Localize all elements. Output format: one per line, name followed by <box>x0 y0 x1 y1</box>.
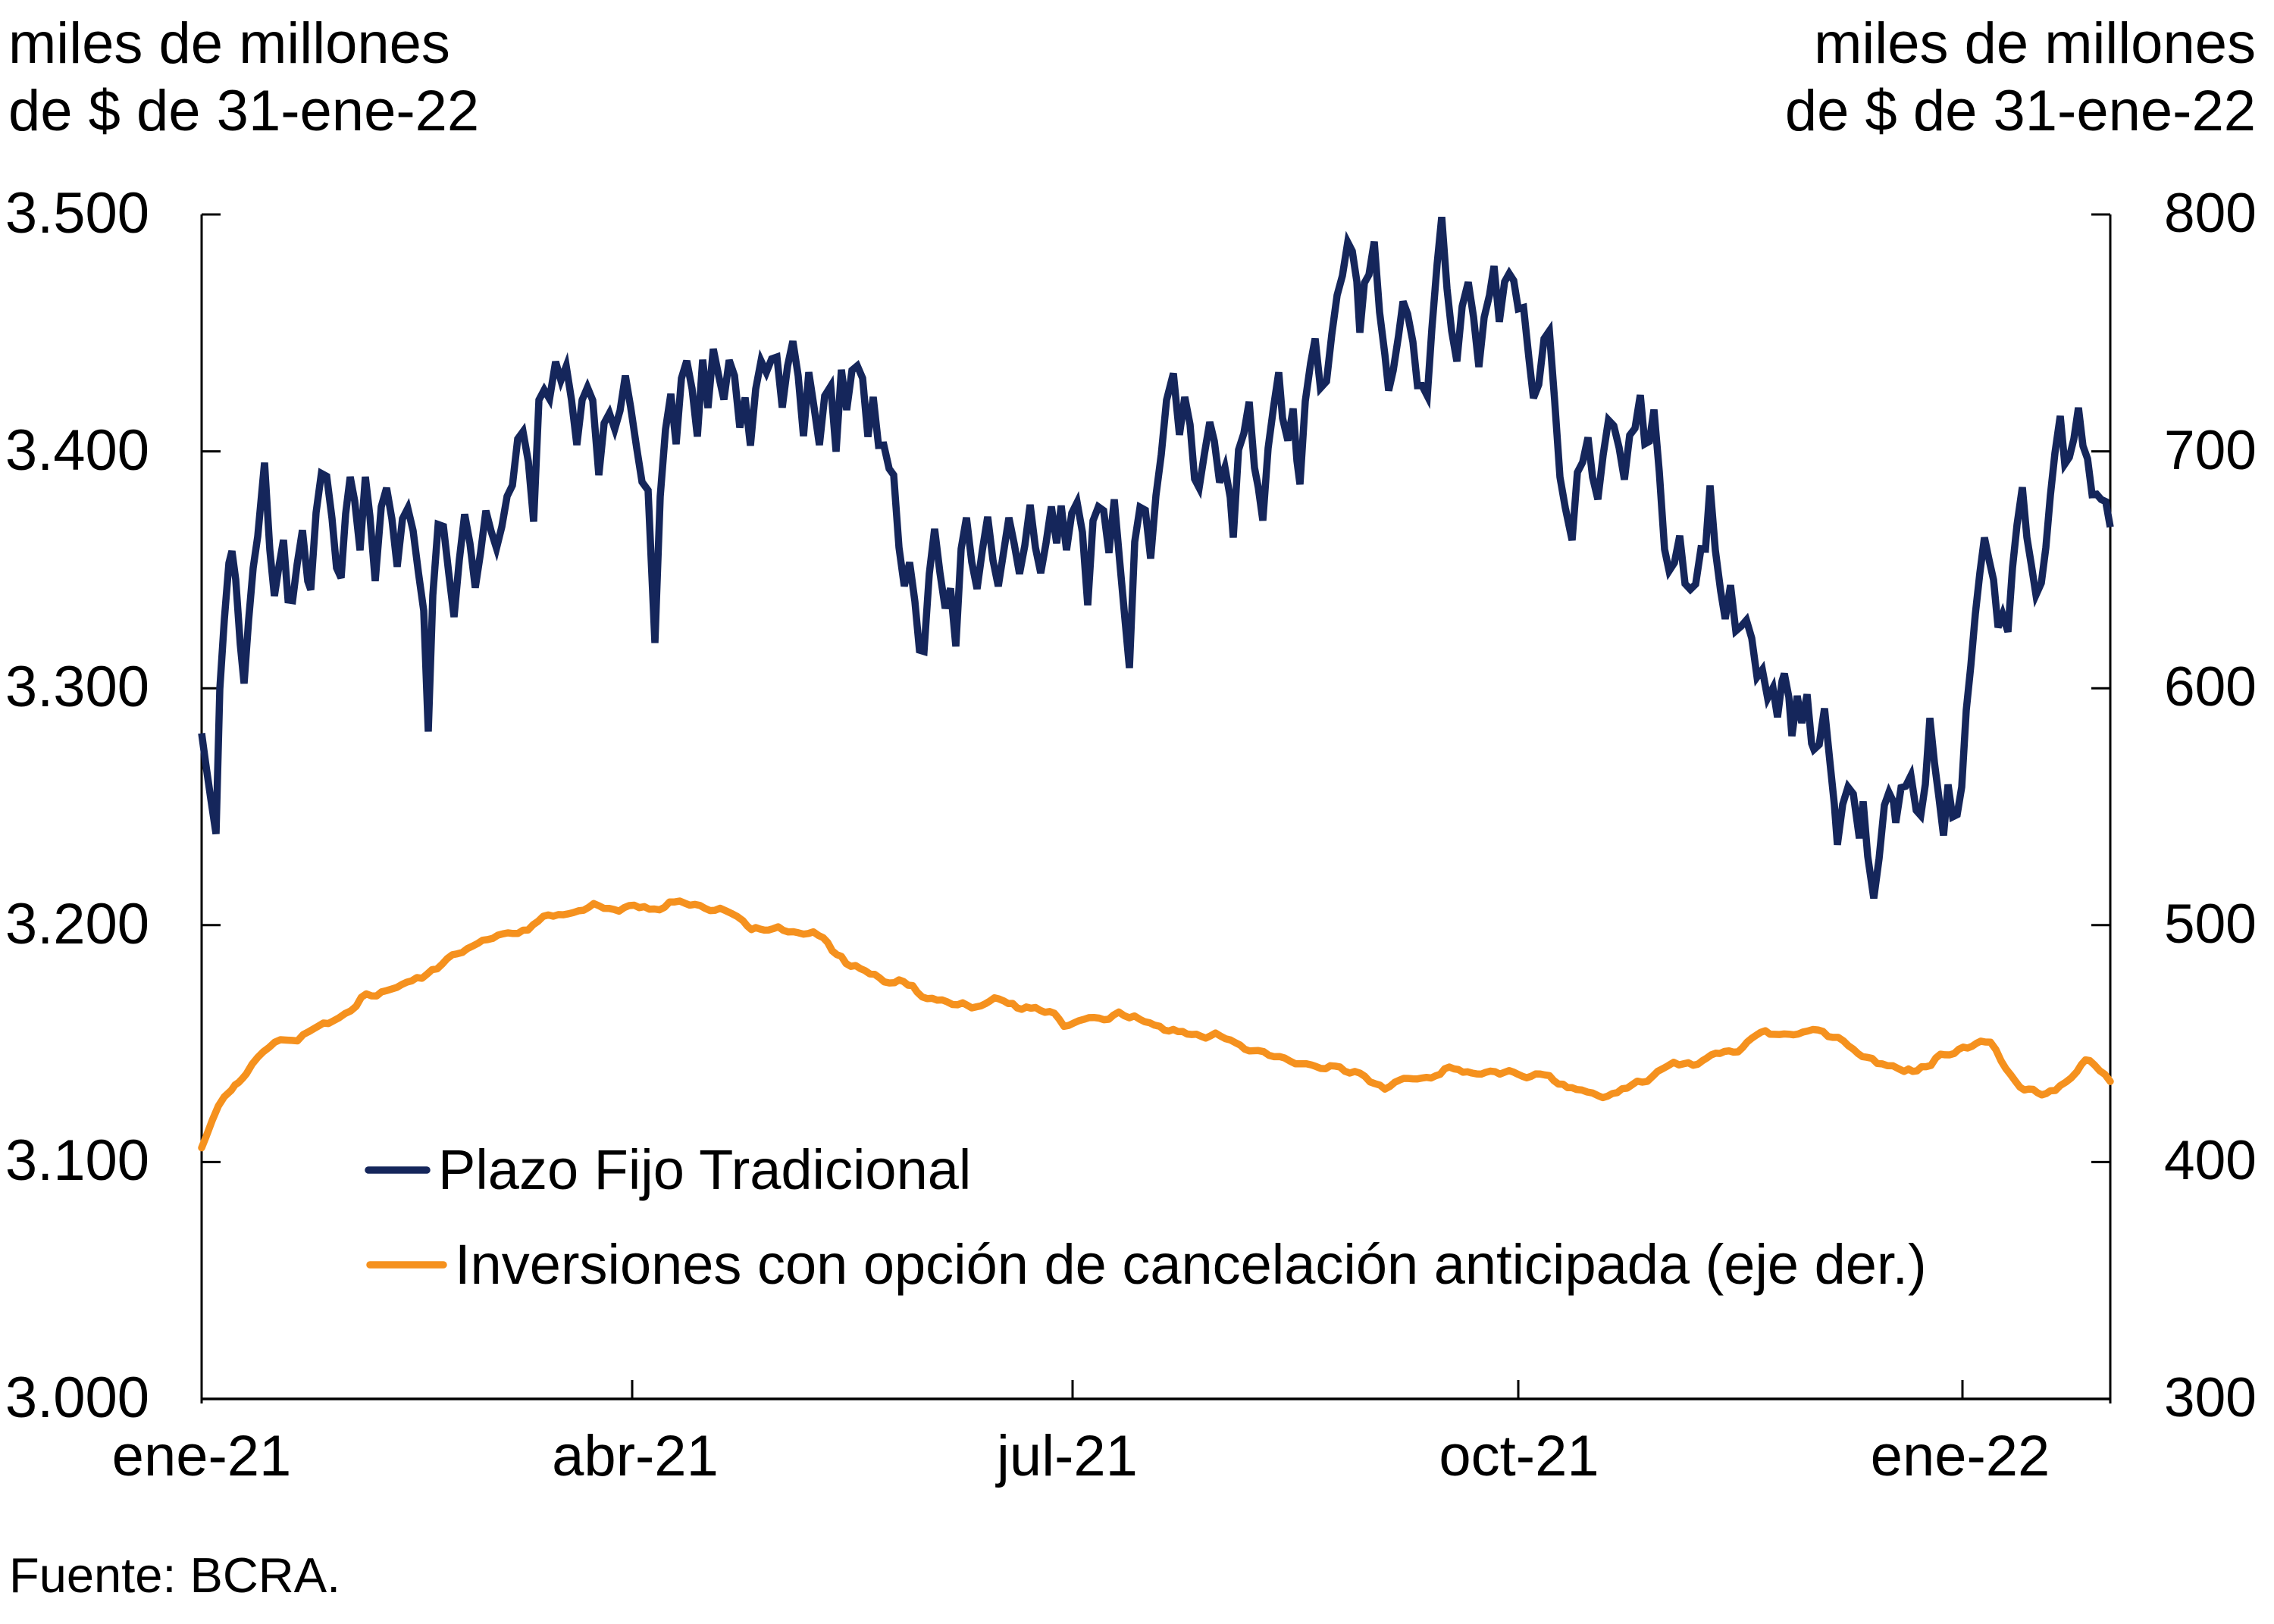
svg-text:700: 700 <box>2164 420 2257 481</box>
svg-text:abr-21: abr-21 <box>552 1424 719 1488</box>
svg-text:3.400: 3.400 <box>5 418 149 483</box>
svg-text:Plazo Fijo Tradicional: Plazo Fijo Tradicional <box>438 1138 971 1201</box>
svg-text:800: 800 <box>2164 183 2257 244</box>
svg-text:600: 600 <box>2164 656 2257 718</box>
svg-text:oct-21: oct-21 <box>1439 1424 1599 1488</box>
svg-text:300: 300 <box>2164 1367 2257 1428</box>
svg-text:3.300: 3.300 <box>5 655 149 719</box>
svg-text:de $ de 31-ene-22: de $ de 31-ene-22 <box>1785 79 2256 143</box>
svg-text:3.000: 3.000 <box>5 1366 149 1430</box>
svg-text:ene-22: ene-22 <box>1871 1424 2050 1488</box>
svg-text:500: 500 <box>2164 893 2257 955</box>
svg-text:de $ de 31-ene-22: de $ de 31-ene-22 <box>8 79 479 143</box>
svg-text:3.500: 3.500 <box>5 181 149 246</box>
svg-text:400: 400 <box>2164 1130 2257 1191</box>
svg-text:miles de millones: miles de millones <box>8 11 450 76</box>
svg-text:3.200: 3.200 <box>5 892 149 956</box>
svg-text:Inversiones con opción de canc: Inversiones con opción de cancelación an… <box>455 1233 1927 1296</box>
svg-text:jul-21: jul-21 <box>995 1424 1138 1488</box>
svg-text:ene-21: ene-21 <box>112 1424 292 1488</box>
svg-text:Fuente: BCRA.: Fuente: BCRA. <box>9 1547 340 1603</box>
svg-text:miles de millones: miles de millones <box>1814 11 2256 76</box>
svg-text:3.100: 3.100 <box>5 1128 149 1193</box>
